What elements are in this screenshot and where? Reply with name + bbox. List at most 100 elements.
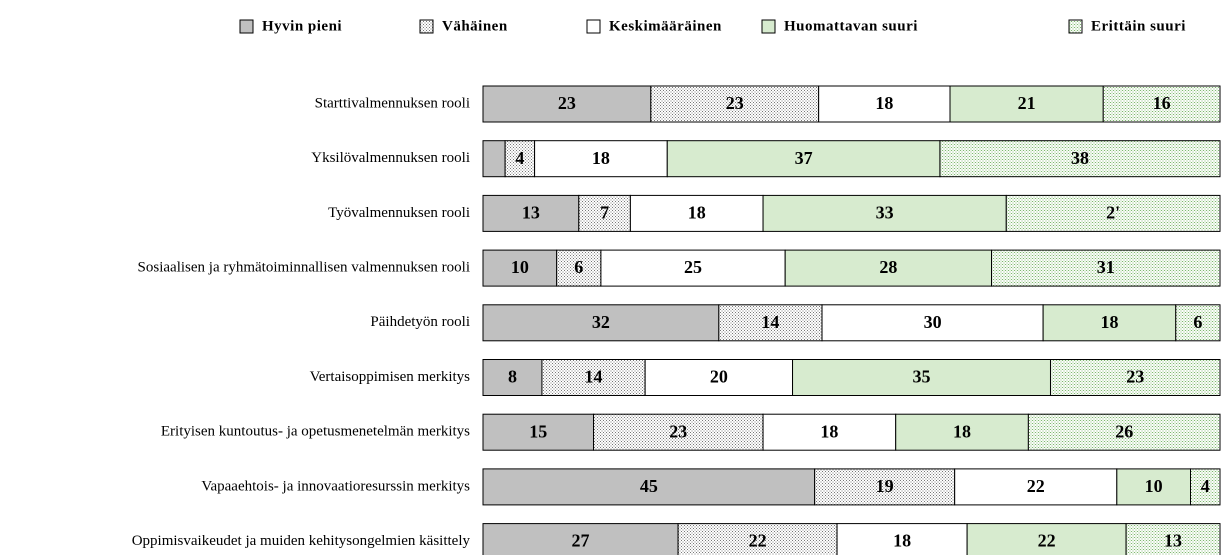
bar-segment — [1042, 304, 1177, 342]
data-label: 6 — [574, 257, 583, 277]
data-label: 30 — [924, 312, 942, 332]
data-label: 18 — [820, 421, 838, 441]
legend-swatch — [419, 19, 434, 34]
bar-segment — [482, 468, 816, 506]
data-label: 8 — [508, 367, 517, 387]
data-label: 26 — [1115, 421, 1133, 441]
bar-segment — [1027, 413, 1221, 451]
category-label: Sosiaalisen ja ryhmätoiminnallisen valme… — [138, 260, 470, 276]
legend-label: Keskimääräinen — [609, 18, 722, 34]
data-label: 14 — [761, 312, 779, 332]
legend-swatch — [1068, 19, 1083, 34]
legend-swatch — [239, 19, 254, 34]
data-label: 19 — [876, 476, 894, 496]
bar-segment — [650, 85, 820, 123]
bar-segment — [629, 194, 764, 232]
category-label: Starttivalmennuksen rooli — [315, 95, 470, 111]
bar-segment — [762, 194, 1007, 232]
data-label: 18 — [688, 203, 706, 223]
data-label: 45 — [640, 476, 658, 496]
data-label: 33 — [876, 203, 894, 223]
bar-segment — [836, 523, 968, 555]
category-label: Vapaaehtois- ja innovaatioresurssin merk… — [201, 478, 470, 494]
data-label: 22 — [749, 531, 767, 551]
bar-segment — [482, 523, 679, 555]
data-label: 18 — [592, 148, 610, 168]
bar-segment — [482, 194, 580, 232]
data-label: 4 — [1201, 476, 1210, 496]
data-label: 32 — [592, 312, 610, 332]
data-label: 6 — [1193, 312, 1202, 332]
data-label: 10 — [511, 257, 529, 277]
data-label: 23 — [558, 93, 576, 113]
bar-segment — [666, 140, 941, 178]
bar-segment — [954, 468, 1118, 506]
data-label: 25 — [684, 257, 702, 277]
legend-label: Hyvin pieni — [262, 18, 342, 34]
data-label: 22 — [1038, 531, 1056, 551]
bar-segment — [939, 140, 1221, 178]
category-label: Yksilövalmennuksen rooli — [311, 150, 470, 166]
data-label: 18 — [953, 421, 971, 441]
bar-segment — [1175, 304, 1221, 342]
bar-segment — [593, 413, 764, 451]
category-label: Työvalmennuksen rooli — [328, 205, 470, 221]
bar-segment — [482, 85, 652, 123]
data-label: 38 — [1071, 148, 1089, 168]
bar-segment — [792, 359, 1051, 396]
bar-segment — [991, 249, 1221, 287]
data-label: 22 — [1027, 476, 1045, 496]
bar-segment — [1190, 468, 1221, 506]
data-label: 20 — [710, 367, 728, 387]
bar-segment — [534, 140, 668, 178]
data-label: 37 — [795, 148, 813, 168]
data-label: 13 — [522, 203, 540, 223]
legend-swatch — [586, 19, 601, 34]
data-label: 23 — [726, 93, 744, 113]
data-label: 35 — [913, 367, 931, 387]
bar-segment — [600, 249, 786, 287]
data-label: 21 — [1018, 93, 1036, 113]
data-label: 13 — [1164, 531, 1182, 551]
data-label: 31 — [1097, 257, 1115, 277]
data-label: 4 — [515, 148, 524, 168]
category-label: Oppimisvaikeudet ja muiden kehitysongelm… — [132, 533, 471, 549]
legend-label: Vähäinen — [442, 18, 508, 34]
category-label: Erityisen kuntoutus- ja opetusmenetelmän… — [161, 424, 470, 440]
bar-segment — [1005, 194, 1221, 232]
legend-label: Erittäin suuri — [1091, 18, 1186, 34]
bar-segment — [1049, 359, 1221, 396]
data-label: 18 — [893, 531, 911, 551]
bar-segment — [482, 304, 720, 342]
bar-segment — [966, 523, 1127, 555]
bar-segment — [784, 249, 993, 287]
data-label: 16 — [1153, 93, 1171, 113]
bar-segment — [818, 85, 951, 123]
bar-segment — [718, 304, 823, 342]
bar-segment — [482, 140, 506, 178]
data-label: 15 — [529, 421, 547, 441]
category-label: Vertaisoppimisen merkitys — [310, 369, 471, 385]
bar-segment — [1116, 468, 1192, 506]
bar-segment — [556, 249, 602, 287]
data-label: 23 — [669, 421, 687, 441]
data-label: 18 — [875, 93, 893, 113]
data-label: 23 — [1126, 367, 1144, 387]
bar-segment — [1102, 85, 1221, 123]
category-label: Päihdetyön rooli — [370, 314, 470, 330]
data-label: 14 — [585, 367, 603, 387]
data-label: 7 — [600, 203, 609, 223]
bar-segment — [814, 468, 956, 506]
legend-swatch — [761, 19, 776, 34]
legend-label: Huomattavan suuri — [784, 18, 918, 34]
bar-segment — [504, 140, 536, 178]
bar-segment — [1125, 523, 1221, 555]
data-label: 10 — [1145, 476, 1163, 496]
data-label: 28 — [879, 257, 897, 277]
data-label: 27 — [572, 531, 590, 551]
bar-segment — [644, 359, 794, 396]
data-label: 18 — [1100, 312, 1118, 332]
bar-segment — [821, 304, 1044, 342]
data-label: 2' — [1106, 203, 1120, 223]
